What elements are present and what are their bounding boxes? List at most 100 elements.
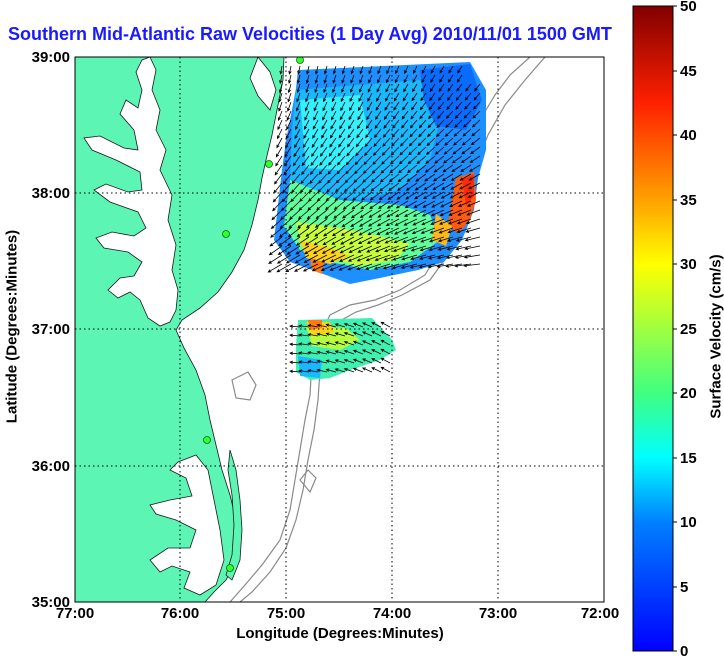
velocity-arrow [422, 191, 436, 200]
velocity-arrow [287, 83, 292, 94]
velocity-arrow [410, 245, 427, 252]
velocity-arrow [299, 182, 310, 194]
velocity-arrow [325, 350, 337, 355]
velocity-arrow [384, 101, 391, 111]
land-mass [75, 57, 285, 602]
velocity-arrow [439, 74, 445, 83]
velocity-arrow [277, 245, 292, 255]
velocity-arrow [465, 218, 481, 225]
velocity-arrow [450, 173, 463, 181]
velocity-arrow [386, 200, 400, 209]
velocity-arrow [367, 92, 373, 102]
velocity-arrow [382, 128, 391, 138]
velocity-arrow [455, 245, 472, 251]
velocity-arrow [286, 245, 301, 255]
velocity-arrow [279, 65, 283, 75]
velocity-arrow [438, 227, 454, 234]
velocity-arrow [308, 182, 319, 193]
velocity-arrow [397, 173, 409, 183]
velocity-arrow [337, 146, 346, 157]
velocity-arrow [414, 191, 427, 200]
velocity-arrow [349, 92, 355, 103]
velocity-arrow [330, 119, 337, 130]
velocity-arrow [340, 101, 346, 112]
velocity-arrow [322, 236, 337, 246]
velocity-arrow [380, 164, 391, 174]
velocity-arrow [447, 83, 454, 92]
velocity-arrow [315, 65, 319, 75]
velocity-arrow [393, 101, 400, 111]
velocity-arrow [381, 146, 391, 156]
velocity-arrow [412, 218, 427, 226]
colorbar-tick-labels: 0 5 10 15 20 25 30 35 40 45 50 [680, 0, 697, 659]
velocity-arrow [301, 155, 310, 167]
velocity-arrow [334, 359, 346, 364]
velocity-arrow [427, 254, 445, 260]
velocity-arrow [275, 155, 283, 167]
velocity-arrow [374, 119, 382, 130]
velocity-arrow [430, 209, 445, 217]
radar-station-marker [222, 230, 230, 238]
velocity-arrow [399, 146, 409, 156]
velocity-arrow [451, 164, 463, 173]
velocity-arrow [328, 155, 337, 166]
velocity-arrow [376, 92, 382, 102]
y-tick-label: 38:00 [32, 185, 70, 202]
velocity-arrow [456, 74, 463, 83]
velocity-arrow [286, 110, 292, 121]
velocity-arrow [341, 218, 355, 228]
velocity-arrow [382, 263, 400, 270]
velocity-arrow [310, 155, 319, 167]
velocity-arrow [376, 218, 391, 227]
velocity-arrow [331, 110, 337, 121]
velocity-arrow [380, 348, 391, 355]
velocity-arrow [429, 227, 445, 234]
velocity-arrow [383, 254, 400, 261]
velocity-arrow [287, 101, 292, 112]
velocity-arrow [391, 128, 400, 138]
velocity-arrow [334, 323, 346, 328]
radar-station-marker [296, 57, 304, 64]
velocity-arrow [413, 65, 418, 75]
velocity-arrow [369, 200, 382, 210]
velocity-arrow [359, 65, 364, 75]
colorbar-tick-label: 25 [680, 321, 697, 338]
velocity-arrow [447, 227, 463, 234]
velocity-arrow [267, 263, 283, 273]
velocity-arrow [437, 101, 445, 111]
velocity-arrow [395, 65, 400, 75]
velocity-arrow [366, 110, 373, 121]
velocity-arrow [338, 254, 355, 262]
velocity-arrow [384, 236, 400, 244]
velocity-arrow [296, 83, 301, 94]
velocity-arrow [376, 83, 382, 93]
velocity-arrow [465, 83, 472, 92]
velocity-arrow [353, 173, 364, 184]
velocity-arrow [312, 254, 328, 263]
velocity-arrow [416, 155, 427, 165]
velocity-arrow [352, 358, 364, 364]
velocity-arrow [379, 182, 391, 192]
velocity-arrow [412, 74, 418, 84]
velocity-arrow [349, 236, 364, 245]
velocity-arrow [380, 366, 391, 373]
velocity-arrow [331, 101, 337, 112]
velocity-arrow [382, 137, 391, 147]
velocity-arrow [360, 200, 373, 210]
velocity-arrow [457, 200, 472, 207]
colorbar-tick-label: 45 [680, 63, 697, 80]
velocity-arrow [371, 322, 382, 328]
velocity-arrow [402, 227, 418, 235]
velocity-arrow [352, 367, 364, 373]
velocity-arrow [361, 182, 373, 192]
velocity-arrow [365, 263, 382, 270]
velocity-arrow [297, 218, 310, 229]
x-axis-label: Longitude (Degrees:Minutes) [236, 625, 444, 642]
velocity-arrow [339, 245, 355, 254]
velocity-arrow [303, 254, 319, 263]
velocity-arrow [418, 263, 436, 269]
velocity-arrow [393, 236, 409, 244]
radar-station-marker [226, 564, 234, 572]
velocity-arrow [458, 182, 472, 190]
velocity-arrow [352, 182, 364, 192]
